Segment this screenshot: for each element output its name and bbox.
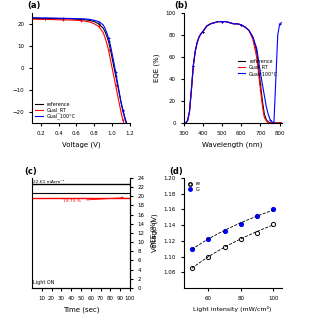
Text: (b): (b) (174, 1, 188, 10)
Y-axis label: EQE (%): EQE (%) (154, 53, 160, 82)
Text: Light ON: Light ON (33, 280, 54, 285)
X-axis label: Time (sec): Time (sec) (63, 306, 99, 313)
Legend: reference, Gual_RT, Gual_100°C: reference, Gual_RT, Gual_100°C (237, 58, 279, 78)
Text: (c): (c) (24, 166, 37, 175)
Legend: reference, Gual_RT, Gual_100°C: reference, Gual_RT, Gual_100°C (35, 101, 76, 120)
Y-axis label: Voltage (V): Voltage (V) (152, 214, 158, 252)
Text: (a): (a) (27, 1, 41, 10)
Y-axis label: PCE (%): PCE (%) (150, 219, 156, 247)
X-axis label: Light intensity (mW/cm²): Light intensity (mW/cm²) (194, 306, 272, 312)
X-axis label: Wavelength (nm): Wavelength (nm) (203, 141, 263, 148)
Text: (d): (d) (169, 166, 183, 175)
X-axis label: Voltage (V): Voltage (V) (62, 141, 100, 148)
Text: 19.73 %: 19.73 % (63, 197, 123, 203)
Text: 22.61 mAcm¯²: 22.61 mAcm¯² (33, 180, 64, 184)
Legend: re, G: re, G (186, 180, 202, 193)
